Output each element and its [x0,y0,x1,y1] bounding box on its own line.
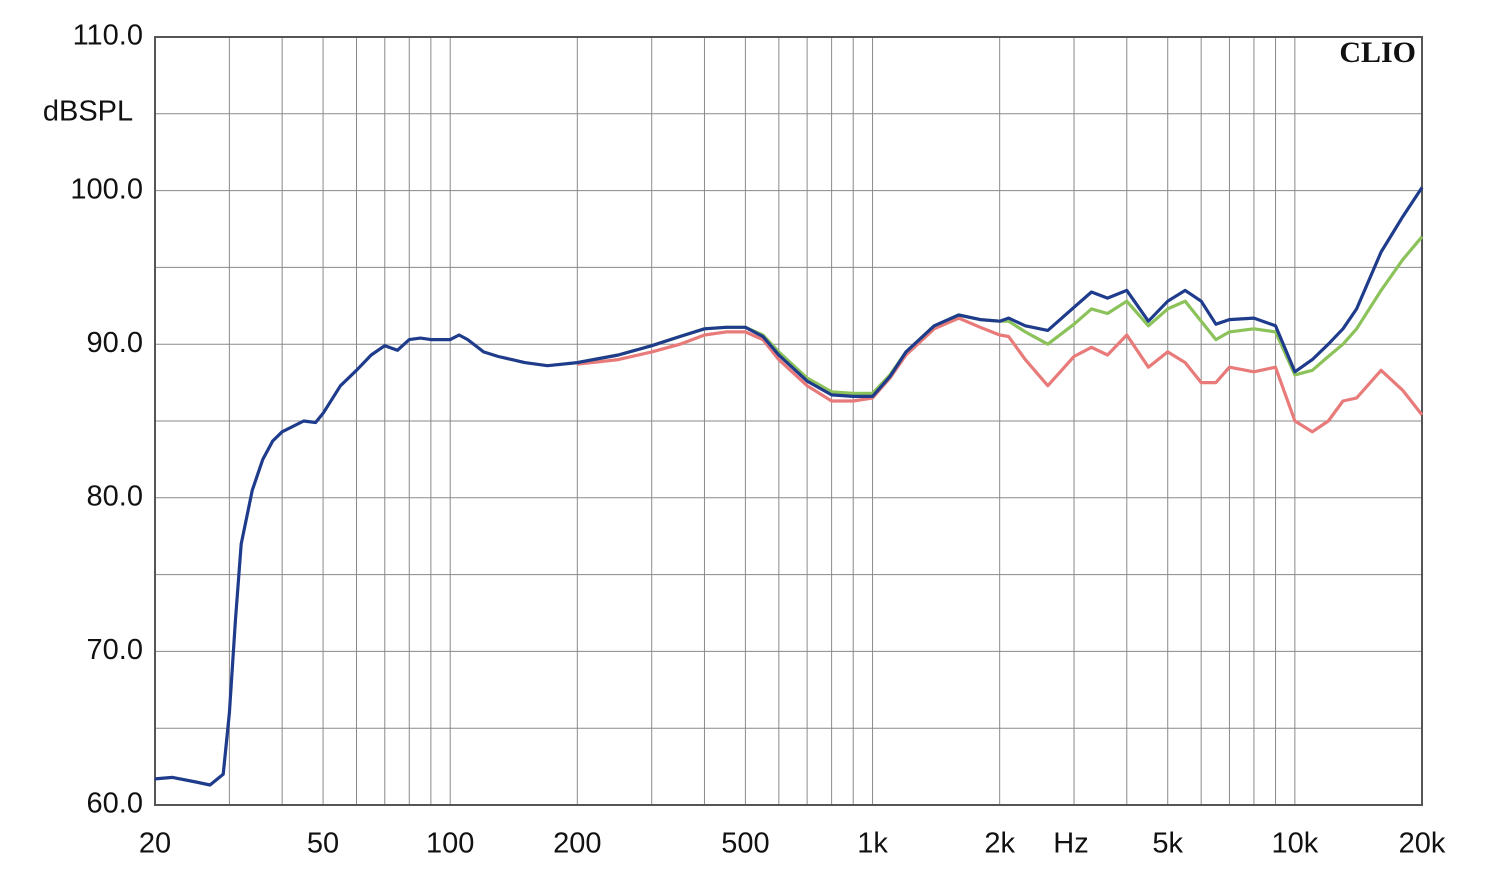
y-tick-label: 90.0 [87,327,143,359]
series-line [154,186,1424,787]
y-axis-label: dBSPL [43,96,133,128]
x-tick-label: 20 [139,828,171,860]
x-tick-label: 200 [553,828,601,860]
x-tick-label: 1k [857,828,888,860]
x-tick-label: 5k [1152,828,1183,860]
x-tick-label: 10k [1271,828,1318,860]
y-tick-label: 70.0 [87,634,143,666]
x-tick-label: 500 [721,828,769,860]
plot-frame [154,36,1423,806]
series-line [577,316,1424,434]
x-tick-label: 2k [984,828,1015,860]
annotation: CLIO [1339,36,1416,69]
x-tick-label: 50 [307,828,339,860]
y-tick-label: 80.0 [87,480,143,512]
x-tick-label: 100 [426,828,474,860]
x-axis-label: Hz [1053,828,1088,860]
x-tick-label: 20k [1399,828,1446,860]
y-tick-label: 60.0 [87,788,143,820]
y-tick-label: 110.0 [73,20,143,52]
y-tick-label: 100.0 [70,173,143,205]
